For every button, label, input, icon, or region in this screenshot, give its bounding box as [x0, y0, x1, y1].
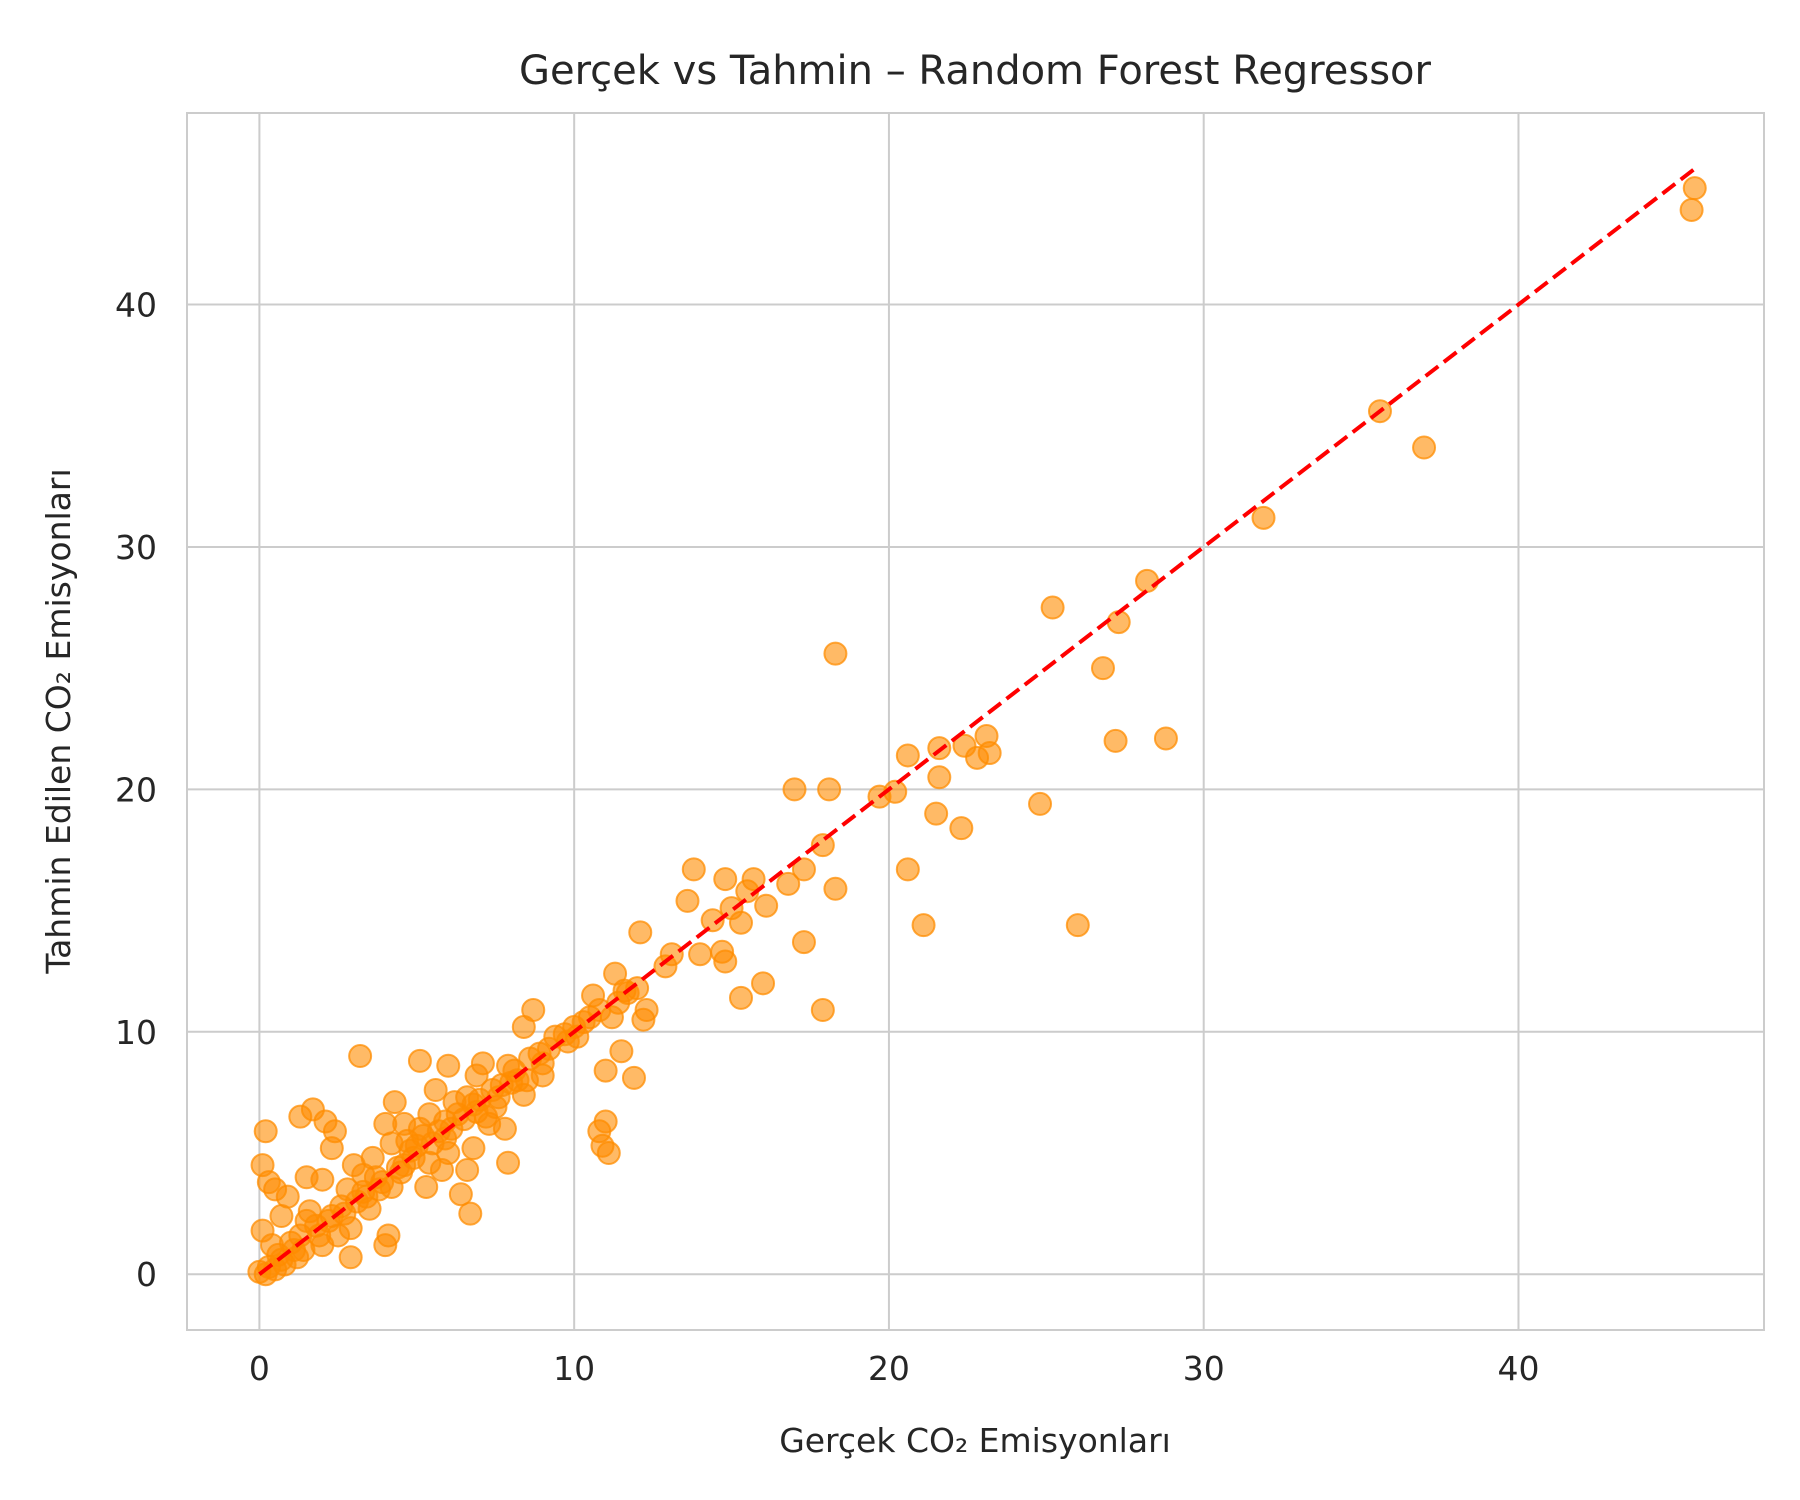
- data-point: [817, 777, 842, 802]
- x-tick-label: 40: [1497, 1349, 1539, 1388]
- y-tick-label: 10: [115, 1013, 157, 1052]
- data-point: [1251, 505, 1276, 530]
- data-point: [436, 1053, 461, 1078]
- data-point: [713, 949, 738, 974]
- data-point: [791, 930, 816, 955]
- data-point: [1412, 435, 1437, 460]
- data-point: [791, 857, 816, 882]
- data-point: [1682, 176, 1707, 201]
- data-point: [1040, 595, 1065, 620]
- plot-frame: [186, 112, 1765, 1331]
- reference-line: [258, 167, 1696, 1276]
- data-point: [810, 833, 835, 858]
- data-point: [713, 867, 738, 892]
- data-point: [895, 743, 920, 768]
- x-tick-label: 0: [249, 1349, 270, 1388]
- data-point: [436, 1141, 461, 1166]
- data-point: [448, 1182, 473, 1207]
- data-point: [1135, 568, 1160, 593]
- chart-title: Gerçek vs Tahmin – Random Forest Regress…: [519, 48, 1432, 94]
- data-point: [952, 733, 977, 758]
- data-point: [464, 1063, 489, 1088]
- data-point: [407, 1116, 432, 1141]
- data-point: [338, 1245, 363, 1270]
- data-point: [754, 893, 779, 918]
- data-point: [609, 1039, 634, 1064]
- data-point: [927, 765, 952, 790]
- data-point: [911, 913, 936, 938]
- data-point: [407, 1048, 432, 1073]
- y-axis-label: Tahmin Edilen CO₂ Emisyonları: [39, 468, 78, 974]
- x-tick-label: 30: [1183, 1349, 1225, 1388]
- data-point: [728, 910, 753, 935]
- data-point: [294, 1208, 319, 1233]
- data-point: [455, 1157, 480, 1182]
- x-tick-label: 20: [868, 1349, 910, 1388]
- data-point: [1065, 913, 1090, 938]
- data-point: [357, 1196, 382, 1221]
- data-point: [423, 1077, 448, 1102]
- y-tick-label: 20: [115, 770, 157, 809]
- data-point: [474, 1104, 499, 1129]
- data-point: [949, 816, 974, 841]
- data-point: [924, 801, 949, 826]
- data-point: [810, 997, 835, 1022]
- data-point: [269, 1204, 294, 1229]
- data-point: [728, 985, 753, 1010]
- data-point: [1679, 197, 1704, 222]
- data-point: [621, 1065, 646, 1090]
- data-point: [700, 908, 725, 933]
- data-point: [496, 1150, 521, 1175]
- data-point: [335, 1177, 360, 1202]
- x-tick-label: 10: [553, 1349, 595, 1388]
- data-point: [631, 1007, 656, 1032]
- data-point: [782, 777, 807, 802]
- data-point: [596, 1141, 621, 1166]
- data-point: [1103, 728, 1128, 753]
- data-point: [1090, 656, 1115, 681]
- reference-line-layer: [258, 167, 1696, 1276]
- data-point: [310, 1233, 335, 1258]
- y-tick-label: 0: [136, 1255, 157, 1294]
- data-point: [675, 888, 700, 913]
- data-point: [382, 1090, 407, 1115]
- data-point: [319, 1136, 344, 1161]
- data-point: [348, 1044, 373, 1069]
- data-point: [294, 1165, 319, 1190]
- data-point: [417, 1150, 442, 1175]
- data-point: [458, 1201, 483, 1226]
- grid-lines: [187, 113, 1764, 1330]
- data-point: [1153, 726, 1178, 751]
- data-point: [373, 1233, 398, 1258]
- data-point: [511, 1014, 536, 1039]
- data-point: [628, 920, 653, 945]
- data-point: [823, 876, 848, 901]
- data-point: [1028, 791, 1053, 816]
- data-point: [461, 1136, 486, 1161]
- y-tick-label: 30: [115, 528, 157, 567]
- data-point: [823, 641, 848, 666]
- data-point: [681, 857, 706, 882]
- data-point: [250, 1153, 275, 1178]
- data-point: [288, 1104, 313, 1129]
- x-axis-label: Gerçek CO₂ Emisyonları: [779, 1421, 1171, 1460]
- tick-labels: 0 10 20 30 40 0 10 20 30 40: [115, 286, 1539, 1388]
- data-point: [593, 1058, 618, 1083]
- data-point: [603, 961, 628, 986]
- data-point: [414, 1174, 439, 1199]
- data-point: [751, 971, 776, 996]
- y-tick-label: 40: [115, 286, 157, 325]
- data-point: [442, 1090, 467, 1115]
- data-point: [351, 1162, 376, 1187]
- data-point: [253, 1119, 278, 1144]
- data-point: [379, 1174, 404, 1199]
- data-point: [776, 871, 801, 896]
- data-point: [688, 942, 713, 967]
- data-point: [895, 857, 920, 882]
- data-point: [653, 954, 678, 979]
